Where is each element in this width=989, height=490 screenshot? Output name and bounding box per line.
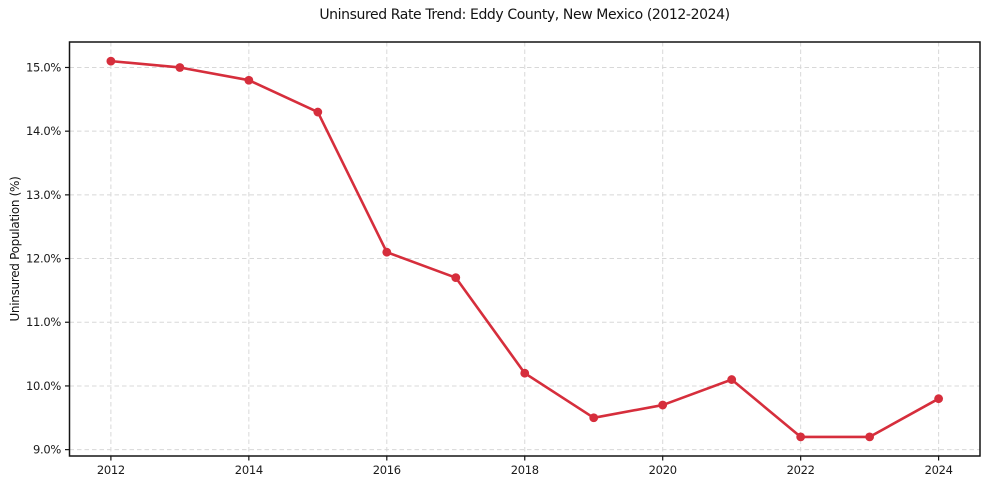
x-tick-label: 2024 xyxy=(925,463,953,477)
x-tick-label: 2014 xyxy=(235,463,263,477)
y-tick-label: 15.0% xyxy=(26,60,61,74)
data-point xyxy=(175,63,185,72)
data-point xyxy=(658,400,668,410)
data-point xyxy=(934,394,944,404)
x-tick-label: 2012 xyxy=(97,463,125,477)
data-point xyxy=(796,432,806,442)
y-tick-label: 11.0% xyxy=(26,315,61,329)
x-tick-label: 2016 xyxy=(373,463,401,477)
data-point xyxy=(451,273,461,283)
data-point xyxy=(244,75,254,85)
x-tick-label: 2022 xyxy=(787,463,815,477)
chart-title: Uninsured Rate Trend: Eddy County, New M… xyxy=(319,7,730,23)
y-tick-label: 13.0% xyxy=(26,188,61,202)
y-tick-label: 12.0% xyxy=(26,252,61,266)
data-point xyxy=(520,368,530,378)
data-point xyxy=(589,413,599,423)
data-point xyxy=(313,107,323,117)
x-tick-label: 2018 xyxy=(511,463,539,477)
data-point xyxy=(382,247,392,257)
data-point xyxy=(727,375,737,384)
data-point xyxy=(865,432,875,442)
x-tick-label: 2020 xyxy=(649,463,677,477)
data-point xyxy=(106,56,116,66)
y-tick-label: 10.0% xyxy=(26,379,61,393)
y-tick-label: 9.0% xyxy=(33,443,61,457)
y-tick-label: 14.0% xyxy=(26,124,61,138)
